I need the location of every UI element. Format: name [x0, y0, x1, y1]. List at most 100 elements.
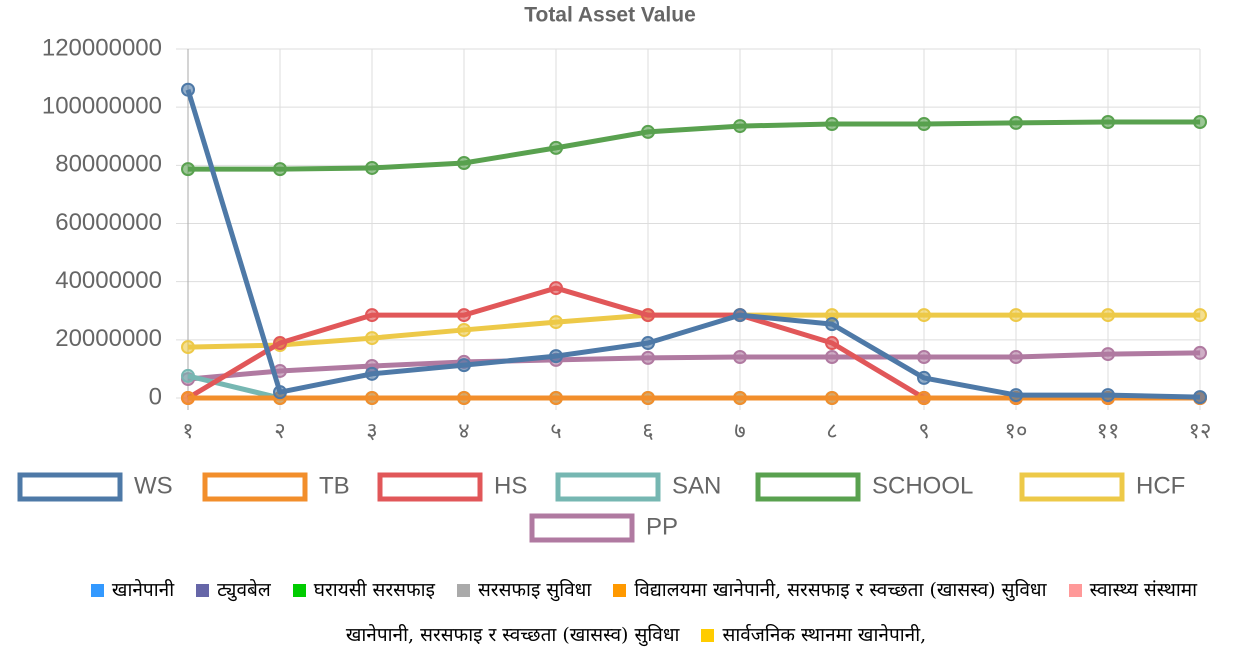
- legend-swatch: [292, 584, 306, 597]
- legend-swatch: [529, 513, 635, 543]
- y-tick-label: 120000000: [42, 34, 162, 61]
- y-tick-label: 100000000: [42, 93, 162, 120]
- data-point: [181, 368, 195, 383]
- legend-label: खानेपानी: [111, 579, 175, 601]
- x-tick-label: १०: [1005, 418, 1028, 443]
- x-tick-label: ९: [918, 418, 929, 443]
- secondary-legend: खानेपानी ट्युवबेल घरायसी सरसफाइ सरसफाइ स…: [70, 568, 1210, 658]
- data-point: [457, 322, 471, 337]
- legend-swatch: [613, 584, 627, 597]
- x-tick-label: ५: [550, 418, 561, 443]
- data-point: [549, 281, 563, 296]
- legend-item: सार्वजनिक स्थानमा खानेपानी,: [701, 624, 926, 646]
- legend-swatch: [196, 584, 210, 597]
- data-point: [181, 82, 195, 97]
- data-point: [273, 385, 287, 400]
- data-point: [365, 308, 379, 323]
- legend-swatch: [1068, 584, 1082, 597]
- y-tick-label: 20000000: [55, 325, 162, 352]
- y-tick-label: 40000000: [55, 267, 162, 294]
- legend-label: घरायसी सरसफाइ: [313, 579, 435, 601]
- chart: Total Asset Value 0 20000000 40000000 60000…: [17, 4, 1212, 543]
- data-point: [641, 124, 655, 139]
- legend-label: स्वास्थ्य संस्थामा खानेपानी, सरसफाइ र स्…: [345, 579, 1198, 646]
- data-point: [641, 308, 655, 323]
- data-point: [181, 162, 195, 177]
- data-point: [733, 308, 747, 323]
- legend-label: सरसफाइ सुविधा: [477, 579, 592, 601]
- data-point: [457, 358, 471, 373]
- data-point: [733, 119, 747, 134]
- legend-item: सरसफाइ सुविधा: [456, 579, 592, 601]
- legend-swatch: [755, 472, 861, 502]
- data-point: [457, 156, 471, 171]
- legend-swatch: [555, 472, 661, 502]
- data-point: [365, 160, 379, 175]
- legend-item: विद्यालयमा खानेपानी, सरसफाइ र स्वच्छता (…: [613, 579, 1047, 601]
- data-point: [825, 317, 839, 332]
- legend-label: HS: [494, 472, 527, 499]
- legend-label: HCF: [1136, 472, 1185, 499]
- y-tick-label: 80000000: [55, 151, 162, 178]
- legend-swatch: [202, 472, 308, 502]
- legend-swatch: [17, 472, 123, 502]
- data-point: [549, 315, 563, 330]
- x-tick-label: ८: [826, 418, 837, 443]
- data-point: [641, 350, 655, 365]
- data-point: [825, 117, 839, 132]
- x-tick-label: २: [274, 418, 285, 443]
- data-point: [549, 349, 563, 364]
- data-point: [181, 340, 195, 355]
- data-point: [733, 391, 747, 405]
- y-tick-label: 0: [149, 383, 162, 410]
- legend-label: ट्युवबेल: [217, 579, 271, 601]
- data-point: [365, 366, 379, 381]
- data-point: [825, 391, 839, 405]
- x-tick-label: ३: [366, 418, 377, 443]
- data-point: [1101, 388, 1115, 403]
- series-line: [188, 119, 1200, 172]
- data-point: [917, 349, 931, 364]
- data-point: [273, 162, 287, 177]
- x-tick-label: ७: [734, 418, 745, 443]
- data-point: [1009, 308, 1023, 323]
- legend-swatch: [90, 584, 104, 597]
- data-point: [1193, 114, 1207, 129]
- data-point: [1101, 308, 1115, 323]
- data-point: [273, 336, 287, 351]
- data-point: [1101, 347, 1115, 362]
- data-point: [181, 391, 195, 405]
- data-point: [641, 336, 655, 351]
- data-point: [733, 349, 747, 364]
- legend-swatch: [456, 584, 470, 597]
- legend-item: स्वास्थ्य संस्थामा खानेपानी, सरसफाइ र स्…: [346, 579, 1197, 646]
- x-tick-label: ६: [642, 418, 653, 443]
- x-tick-label: ११: [1097, 418, 1120, 443]
- data-point: [1009, 388, 1023, 403]
- legend-label: SAN: [672, 472, 721, 499]
- legend-label: TB: [319, 472, 350, 499]
- legend-item: ट्युवबेल: [196, 579, 271, 601]
- data-point: [641, 391, 655, 405]
- legend-swatch: [701, 629, 715, 642]
- data-point: [917, 391, 931, 405]
- series-line: [185, 88, 1201, 400]
- data-point: [1009, 349, 1023, 364]
- chart-title: Total Asset Value: [524, 4, 696, 27]
- data-point: [917, 117, 931, 132]
- legend-label: SCHOOL: [872, 472, 973, 499]
- legend-swatch: [377, 472, 483, 502]
- legend-label: सार्वजनिक स्थानमा खानेपानी,: [722, 624, 927, 646]
- legend-label: WS: [134, 472, 173, 499]
- x-tick-label: १: [182, 418, 193, 443]
- data-point: [365, 331, 379, 346]
- legend-label: विद्यालयमा खानेपानी, सरसफाइ र स्वच्छता (…: [634, 579, 1047, 601]
- data-point: [1101, 114, 1115, 129]
- data-point: [457, 391, 471, 405]
- legend-item: खानेपानी: [90, 579, 175, 601]
- data-point: [1193, 345, 1207, 360]
- x-tick-label: १२: [1189, 418, 1212, 443]
- x-tick-label: ४: [458, 418, 469, 443]
- legend-label: PP: [646, 513, 678, 540]
